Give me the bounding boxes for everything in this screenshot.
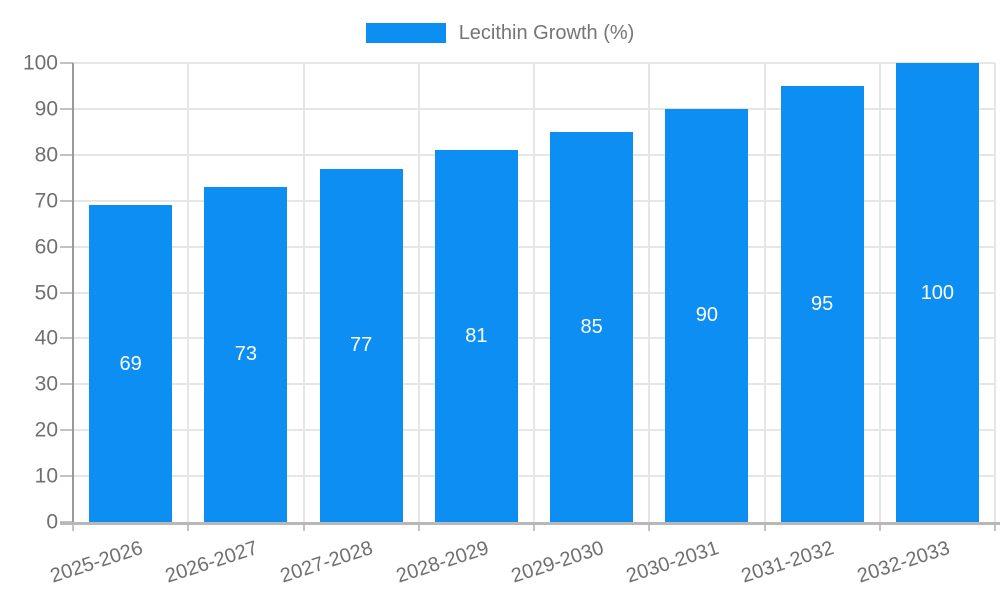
y-axis-tick: [60, 245, 73, 248]
y-axis-tick: [60, 107, 73, 110]
y-axis-tick: [60, 383, 73, 386]
y-tick-label: 30: [34, 372, 58, 396]
bar[interactable]: [780, 85, 864, 522]
x-tick-label: 2026-2027: [162, 537, 261, 588]
v-gridline: [187, 63, 190, 522]
x-axis-tick: [878, 522, 881, 531]
x-tick-label: 2028-2029: [393, 537, 492, 588]
x-axis-tick: [648, 522, 651, 531]
y-tick-label: 40: [34, 326, 58, 350]
x-axis-tick: [533, 522, 535, 531]
x-axis-tick: [417, 522, 420, 531]
y-tick-label: 10: [34, 464, 58, 488]
v-gridline: [763, 63, 766, 522]
x-axis-tick: [187, 522, 190, 531]
x-tick-label: 2029-2030: [508, 537, 607, 588]
v-gridline: [302, 63, 305, 522]
bar[interactable]: [550, 131, 634, 522]
x-axis-tick: [302, 522, 305, 531]
v-gridline: [533, 63, 535, 522]
y-axis-tick: [60, 199, 73, 202]
bar[interactable]: [434, 150, 518, 522]
y-tick-label: 100: [22, 51, 58, 75]
y-tick-label: 70: [34, 189, 58, 213]
bar[interactable]: [665, 108, 749, 522]
x-axis-tick: [72, 522, 74, 531]
x-axis-line: [60, 522, 1000, 525]
y-axis-tick: [60, 337, 73, 340]
y-axis-tick: [60, 429, 73, 432]
v-gridline: [994, 63, 996, 522]
bar[interactable]: [319, 168, 403, 522]
x-tick-label: 2025-2026: [47, 537, 146, 588]
y-axis-tick: [60, 62, 73, 64]
legend-swatch: [365, 23, 446, 43]
x-tick-label: 2032-2033: [854, 537, 953, 588]
y-tick-label: 60: [34, 235, 58, 259]
y-tick-label: 80: [34, 143, 58, 167]
y-tick-label: 50: [34, 281, 58, 304]
y-axis-line: [72, 63, 74, 522]
y-tick-label: 90: [34, 97, 58, 121]
x-axis-tick: [763, 522, 766, 531]
x-axis-tick: [994, 522, 996, 531]
y-axis-tick: [60, 475, 73, 478]
y-axis-tick: [60, 153, 73, 156]
bar[interactable]: [895, 63, 979, 522]
v-gridline: [648, 63, 651, 522]
legend-item[interactable]: Lecithin Growth (%): [0, 20, 1000, 46]
y-tick-label: 20: [34, 418, 58, 442]
v-gridline: [878, 63, 881, 522]
y-axis-tick: [60, 291, 73, 294]
x-tick-label: 2031-2032: [739, 537, 837, 588]
x-tick-label: 2030-2031: [623, 537, 722, 588]
y-tick-label: 0: [46, 510, 58, 534]
v-gridline: [417, 63, 420, 522]
bar[interactable]: [204, 186, 288, 522]
bar[interactable]: [89, 205, 173, 522]
x-tick-label: 2027-2028: [278, 537, 376, 588]
legend-label: Lecithin Growth (%): [458, 22, 635, 44]
